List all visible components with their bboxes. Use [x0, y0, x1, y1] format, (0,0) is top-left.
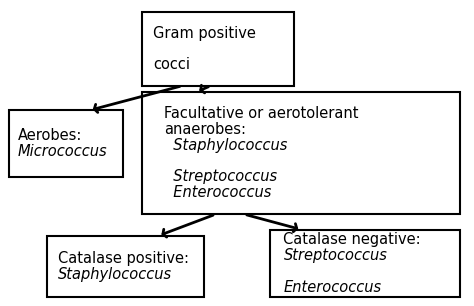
Text: Streptococcus: Streptococcus	[283, 248, 387, 263]
Text: Staphylococcus: Staphylococcus	[58, 267, 173, 282]
Text: Streptococcus: Streptococcus	[164, 169, 278, 185]
Text: Catalase positive:: Catalase positive:	[58, 251, 189, 266]
Text: Enterococcus: Enterococcus	[164, 185, 272, 200]
Text: Micrococcus: Micrococcus	[18, 144, 107, 159]
Text: anaerobes:: anaerobes:	[164, 121, 246, 137]
FancyBboxPatch shape	[9, 110, 123, 177]
Text: Catalase negative:: Catalase negative:	[283, 232, 421, 247]
Text: Gram positive: Gram positive	[153, 25, 255, 41]
FancyBboxPatch shape	[270, 230, 460, 297]
Text: Aerobes:: Aerobes:	[18, 128, 82, 144]
FancyBboxPatch shape	[47, 236, 204, 297]
Text: Facultative or aerotolerant: Facultative or aerotolerant	[164, 106, 359, 121]
Text: cocci: cocci	[153, 57, 190, 73]
FancyBboxPatch shape	[142, 12, 294, 86]
FancyBboxPatch shape	[142, 92, 460, 214]
Text: Staphylococcus: Staphylococcus	[164, 137, 288, 153]
Text: Enterococcus: Enterococcus	[283, 279, 382, 295]
